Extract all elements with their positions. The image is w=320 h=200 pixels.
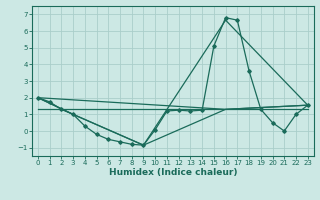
X-axis label: Humidex (Indice chaleur): Humidex (Indice chaleur) <box>108 168 237 177</box>
